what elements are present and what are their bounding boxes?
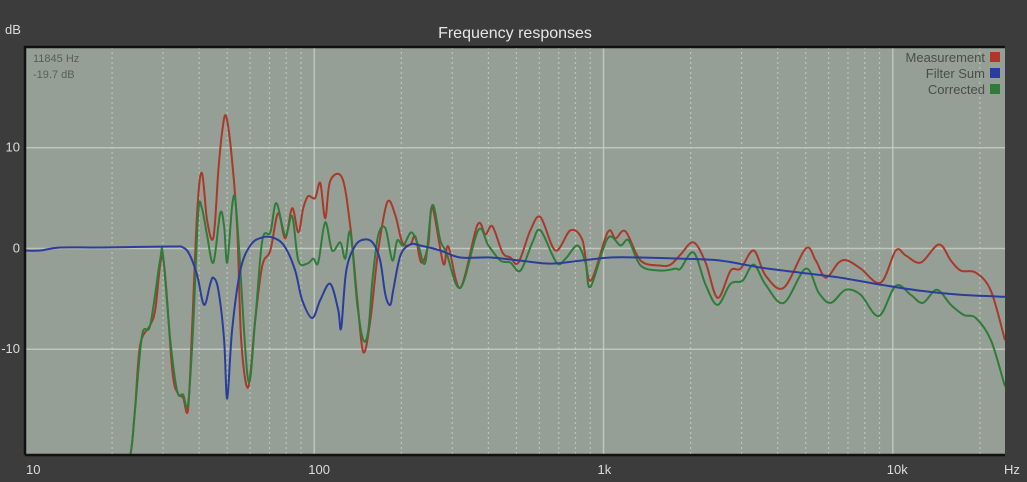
legend-label: Measurement [906, 50, 986, 65]
y-tick-label: 0 [13, 240, 20, 255]
y-axis-label: dB [5, 22, 21, 37]
legend-swatch [990, 52, 1000, 62]
y-tick-label: -10 [1, 341, 20, 356]
cursor-level-readout: -19.7 dB [33, 69, 75, 81]
legend-swatch [990, 68, 1000, 78]
x-tick-label: 100 [308, 462, 330, 477]
x-tick-label: 10 [26, 462, 40, 477]
plot-border [23, 45, 1005, 457]
legend-swatch [990, 84, 1000, 94]
grid [25, 47, 1005, 455]
series-group [25, 114, 1005, 455]
cursor-frequency-readout: 11845 Hz [33, 53, 79, 65]
legend-label: Filter Sum [926, 66, 985, 81]
y-tick-label: 10 [6, 140, 20, 155]
series-line-corrected [25, 194, 1005, 455]
series-line-filter-sum [25, 235, 1005, 400]
chart-title: Frequency responses [438, 25, 592, 42]
x-tick-label: 1k [598, 462, 612, 477]
x-axis-label: Hz [1004, 462, 1020, 477]
x-tick-label: 10k [887, 462, 908, 477]
legend-label: Corrected [928, 82, 985, 97]
plot-area[interactable] [25, 47, 1005, 455]
